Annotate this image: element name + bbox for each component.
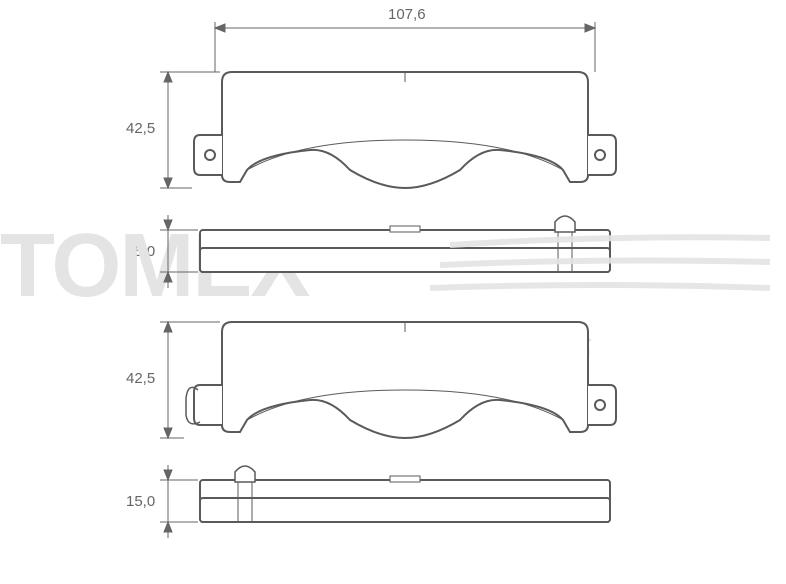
drawing-svg: [0, 0, 786, 584]
brake-pad-diagram: TOMEX brakes: [0, 0, 786, 584]
